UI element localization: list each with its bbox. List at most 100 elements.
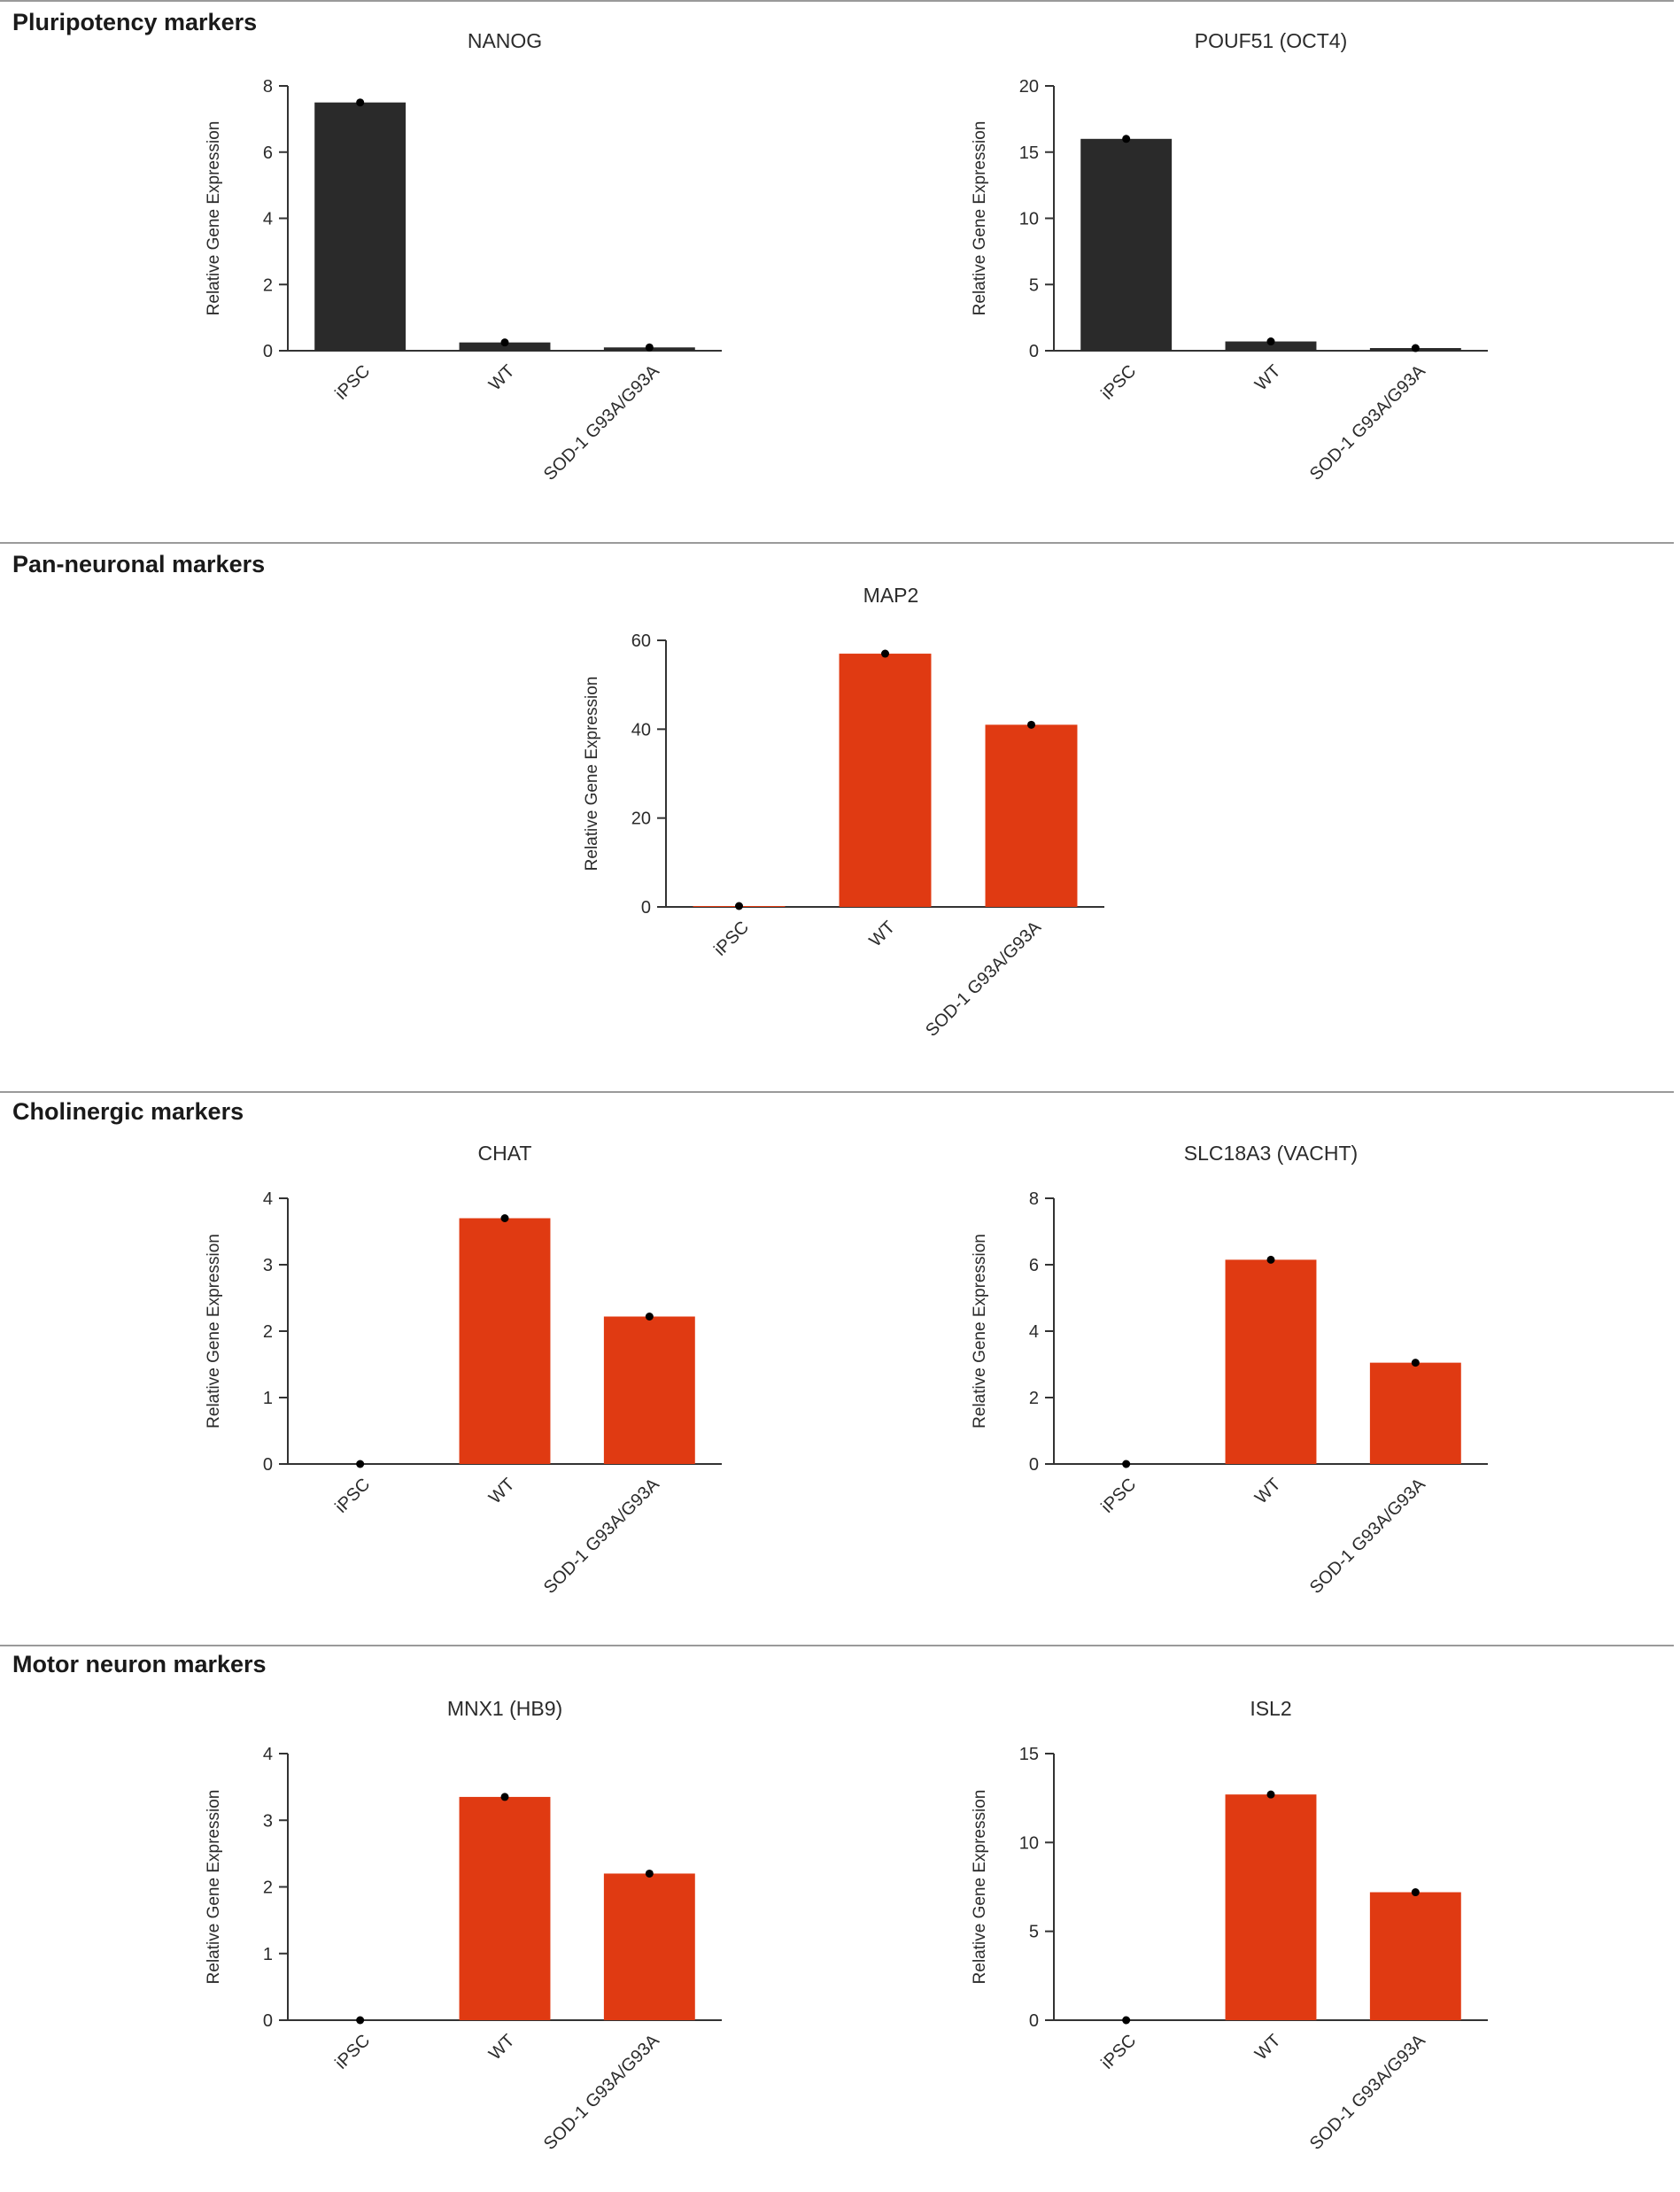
data-point-sod-1-g93a-g93a [645, 1313, 654, 1321]
y-tick-label: 8 [1029, 1189, 1039, 1209]
bar-wt [839, 654, 932, 907]
y-axis-label: Relative Gene Expression [205, 121, 223, 316]
y-tick-label: 40 [631, 720, 651, 740]
y-axis-label: Relative Gene Expression [971, 1790, 989, 1985]
y-axis-label: Relative Gene Expression [971, 1234, 989, 1429]
data-point-sod-1-g93a-g93a [1027, 720, 1035, 729]
y-tick-label: 0 [1029, 1455, 1039, 1475]
x-category-label: WT [1251, 2031, 1285, 2064]
x-category-label: SOD-1 G93A/G93A [1306, 2031, 1429, 2154]
bar-wt [1225, 1794, 1317, 2020]
section-divider [0, 1645, 1674, 1646]
bar-sod-1-g93a-g93a [985, 724, 1078, 907]
bar-wt [459, 1796, 551, 2020]
y-tick-label: 2 [263, 275, 273, 295]
y-tick-label: 3 [263, 1256, 273, 1275]
y-tick-label: 20 [1019, 77, 1039, 97]
data-point-sod-1-g93a-g93a [1411, 1888, 1420, 1897]
y-axis-label: Relative Gene Expression [971, 121, 989, 316]
section-title-pan-neuronal: Pan-neuronal markers [12, 551, 266, 577]
y-tick-label: 2 [1029, 1389, 1039, 1408]
data-point-sod-1-g93a-g93a [1411, 1359, 1420, 1367]
y-tick-label: 4 [263, 1189, 273, 1209]
y-tick-label: 0 [1029, 2011, 1039, 2031]
section-divider [0, 0, 1674, 2]
x-category-label: iPSC [1097, 2031, 1140, 2073]
section-title-motor-neuron: Motor neuron markers [12, 1651, 267, 1677]
y-tick-label: 10 [1019, 210, 1039, 229]
y-axis-label: Relative Gene Expression [205, 1234, 223, 1429]
chart-slc18a3-vacht: SLC18A3 (VACHT) Relative Gene Expression 0… [971, 1142, 1488, 1598]
chart-title: ISL2 [1250, 1697, 1291, 1720]
bar-ipsc [1080, 138, 1173, 351]
bar-sod-1-g93a-g93a [603, 1873, 695, 2020]
y-axis-label: Relative Gene Expression [205, 1790, 223, 1985]
bar-ipsc [314, 102, 406, 351]
y-tick-label: 60 [631, 631, 651, 651]
y-tick-label: 20 [631, 809, 651, 829]
data-point-wt [881, 649, 889, 658]
data-point-ipsc [735, 902, 743, 910]
y-tick-label: 10 [1019, 1833, 1039, 1853]
data-point-wt [500, 1793, 509, 1801]
chart-mnx1-hb9: MNX1 (HB9)Relative Gene Expression01234i… [205, 1697, 722, 2154]
y-tick-label: 1 [263, 1389, 273, 1408]
bar-sod-1-g93a-g93a [1369, 1892, 1461, 2020]
y-axis-label: Relative Gene Expression [583, 677, 601, 871]
y-tick-label: 5 [1029, 275, 1039, 295]
chart-title: SLC18A3 (VACHT) [1184, 1142, 1358, 1165]
y-tick-label: 0 [263, 2011, 273, 2031]
data-point-ipsc [1122, 2016, 1131, 2025]
chart-title: MAP2 [863, 584, 919, 607]
section-divider [0, 542, 1674, 544]
data-point-ipsc [356, 98, 365, 107]
bar-sod-1-g93a-g93a [1369, 1362, 1461, 1464]
y-tick-label: 15 [1019, 1745, 1039, 1764]
section-divider [0, 1091, 1674, 1093]
y-tick-label: 3 [263, 1811, 273, 1831]
data-point-wt [1266, 1790, 1275, 1799]
data-point-wt [500, 1214, 509, 1222]
y-tick-label: 0 [641, 898, 651, 918]
bar-sod-1-g93a-g93a [603, 1316, 695, 1464]
chart-title: POUF51 (OCT4) [1195, 29, 1348, 52]
data-point-sod-1-g93a-g93a [1411, 344, 1420, 352]
bar-wt [459, 1218, 551, 1464]
data-point-ipsc [1122, 1460, 1131, 1468]
data-point-ipsc [1122, 135, 1131, 143]
y-tick-label: 4 [263, 210, 273, 229]
y-tick-label: 4 [1029, 1322, 1039, 1342]
section-title-pluripotency: Pluripotency markers [12, 9, 258, 35]
y-tick-label: 2 [263, 1878, 273, 1898]
y-tick-label: 6 [1029, 1256, 1039, 1275]
data-point-ipsc [356, 1460, 365, 1468]
y-tick-label: 0 [263, 342, 273, 361]
y-tick-label: 15 [1019, 143, 1039, 163]
data-point-sod-1-g93a-g93a [645, 1869, 654, 1878]
bar-wt [1225, 341, 1317, 351]
y-tick-label: 5 [1029, 1923, 1039, 1942]
chart-title: NANOG [468, 29, 542, 52]
data-point-wt [1266, 337, 1275, 346]
bar-wt [459, 342, 551, 351]
chart-title: MNX1 (HB9) [447, 1697, 562, 1720]
y-tick-label: 1 [263, 1945, 273, 1964]
chart-pouf51-oct4: POUF51 (OCT4) Relative Gene Expression 0 5 1… [971, 29, 1488, 484]
y-tick-label: 2 [263, 1322, 273, 1342]
section-title-cholinergic: Cholinergic markers [12, 1098, 244, 1125]
bar-wt [1225, 1259, 1317, 1464]
data-point-sod-1-g93a-g93a [645, 343, 654, 352]
y-tick-label: 8 [263, 77, 273, 97]
y-tick-label: 0 [1029, 342, 1039, 361]
data-point-wt [500, 338, 509, 347]
data-point-ipsc [356, 2016, 365, 2025]
chart-title: CHAT [478, 1142, 532, 1165]
y-tick-label: 0 [263, 1455, 273, 1475]
data-point-wt [1266, 1255, 1275, 1264]
y-tick-label: 6 [263, 143, 273, 163]
y-tick-label: 4 [263, 1745, 273, 1764]
